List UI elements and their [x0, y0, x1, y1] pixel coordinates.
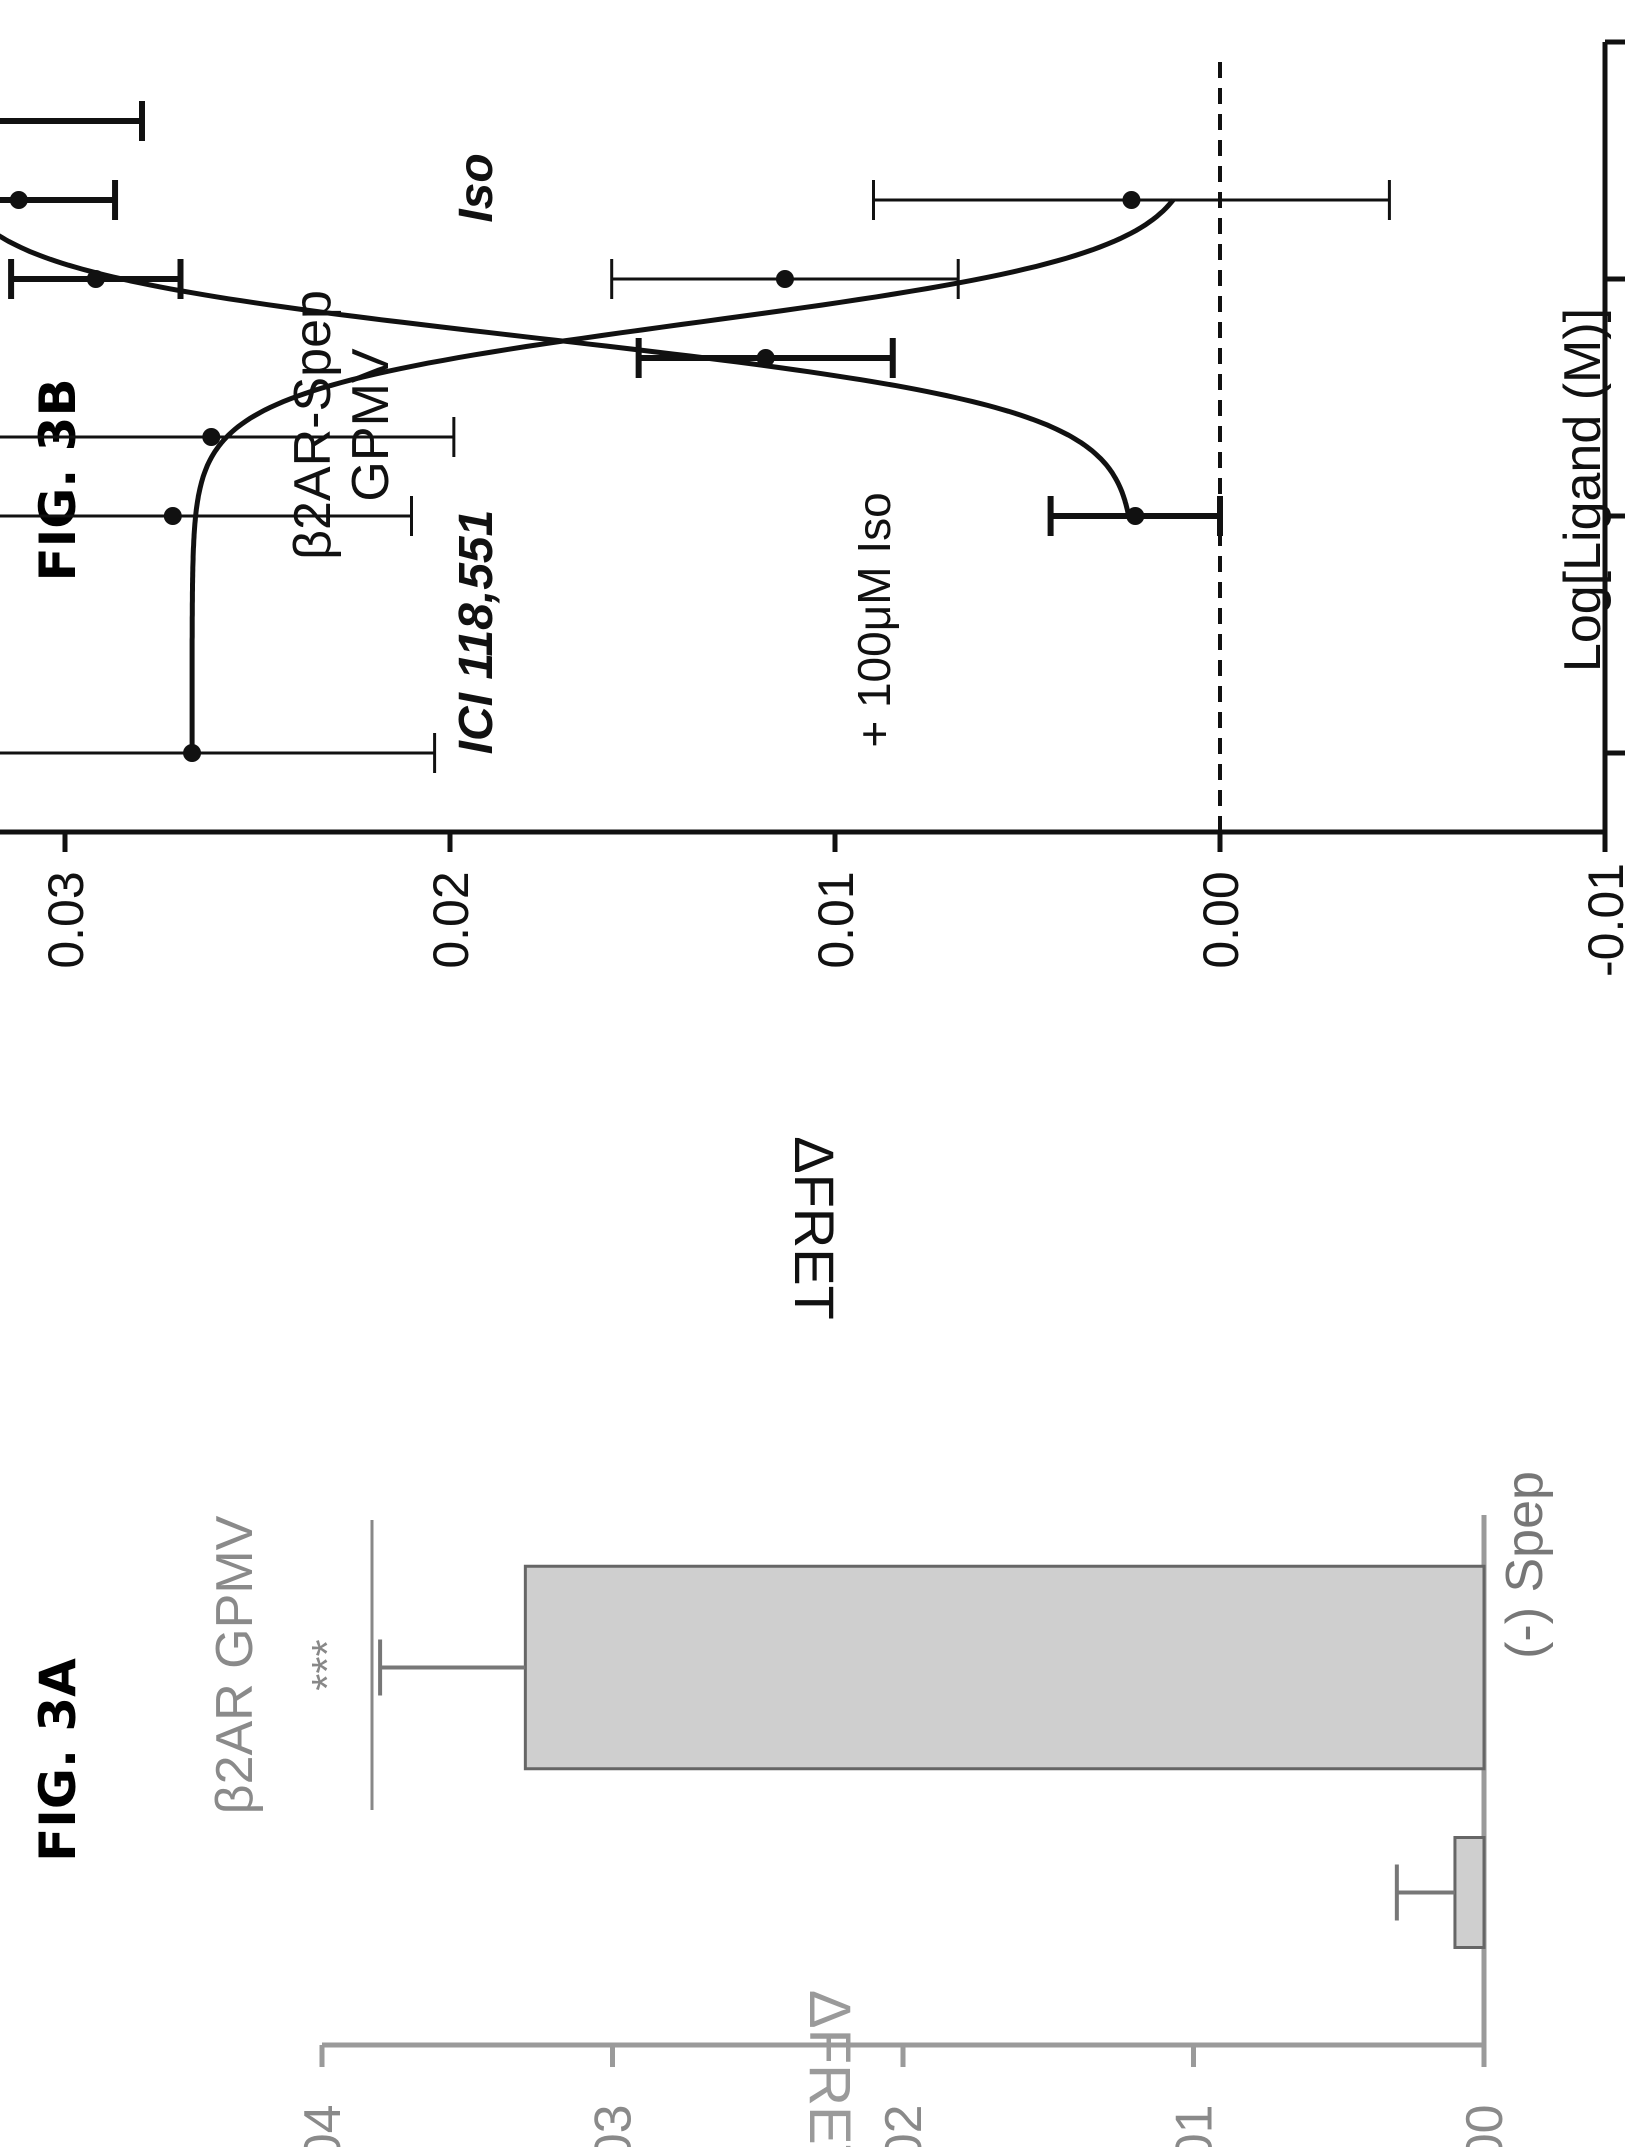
panel-a-tick-label: 0.04	[294, 2104, 352, 2147]
iso-series-label: Iso	[450, 153, 503, 222]
panel-b-fret-tick-label: -0.01	[1578, 863, 1634, 977]
panel-b-axes	[0, 39, 1625, 852]
panel-b-y-axis-label: ΔFRET	[783, 1136, 846, 1320]
iso-data-point	[86, 270, 105, 288]
panel-a-bar	[1453, 1836, 1486, 1949]
panel-a-bar-chart: β2AR GPMV ΔFRET (-) Spep 0.000.010.020.0…	[206, 1471, 1554, 2152]
ici-series-label: ICI 118,551	[450, 510, 503, 755]
fig-3a-label: FIG. 3A	[29, 1658, 87, 1862]
fig-3b-label: FIG. 3B	[29, 378, 87, 581]
panel-a-bar	[523, 1564, 1486, 1771]
panel-a-significance-stars: ***	[303, 1639, 352, 1690]
panel-a-category-label: (-) Spep	[1496, 1471, 1554, 1659]
panel-b-title-line-1: β2AR-Spep	[284, 290, 342, 560]
panel-b-fret-tick-label: 0.02	[423, 871, 479, 968]
ici-data-point	[775, 270, 794, 288]
panel-a-tick-label: 0.02	[875, 2104, 933, 2147]
panel-a-title: β2AR GPMV	[206, 1515, 264, 1814]
iso-fit-curve	[0, 233, 1132, 517]
panel-b-dose-response: β2AR-Spep GPMV ΔFRET Log[Ligand (M)] ICI…	[0, 20, 1636, 1320]
ici-data-point	[202, 428, 221, 446]
panel-b-fret-tick-label: 0.03	[38, 871, 94, 968]
panel-a-bars: ***	[303, 1520, 1486, 1949]
panel-a-tick-label: 0.00	[1456, 2104, 1514, 2147]
panel-a-tick-labels: 0.00 0.01 0.02 0.03 0.04	[294, 2104, 1514, 2152]
ici-fit-curve	[189, 198, 1176, 753]
panel-b-data-points	[0, 101, 1391, 773]
iso-data-point	[756, 349, 775, 367]
panel-b-fret-tick-label: 0.01	[808, 871, 864, 968]
panel-a-tick-label: 0.01	[1166, 2104, 1224, 2147]
ici-data-point	[163, 507, 182, 525]
panel-a-y-axis-label: ΔFRET	[797, 1990, 862, 2147]
ici-data-point	[1122, 191, 1141, 209]
panel-b-fit-curves	[0, 198, 1176, 753]
panel-b-fret-tick-label: 0.00	[1193, 871, 1249, 968]
iso-data-point	[1126, 507, 1145, 525]
ici-data-point	[183, 744, 202, 762]
panel-b-tick-labels: -0.010.000.010.020.030.04-12-9-6-3	[38, 20, 1636, 977]
ici-iso-note: + 100μM Iso	[848, 492, 900, 747]
panel-a-tick-label: 0.03	[585, 2104, 643, 2147]
iso-data-point	[9, 191, 28, 209]
panel-b-x-axis-label: Log[Ligand (M)]	[1554, 308, 1612, 672]
